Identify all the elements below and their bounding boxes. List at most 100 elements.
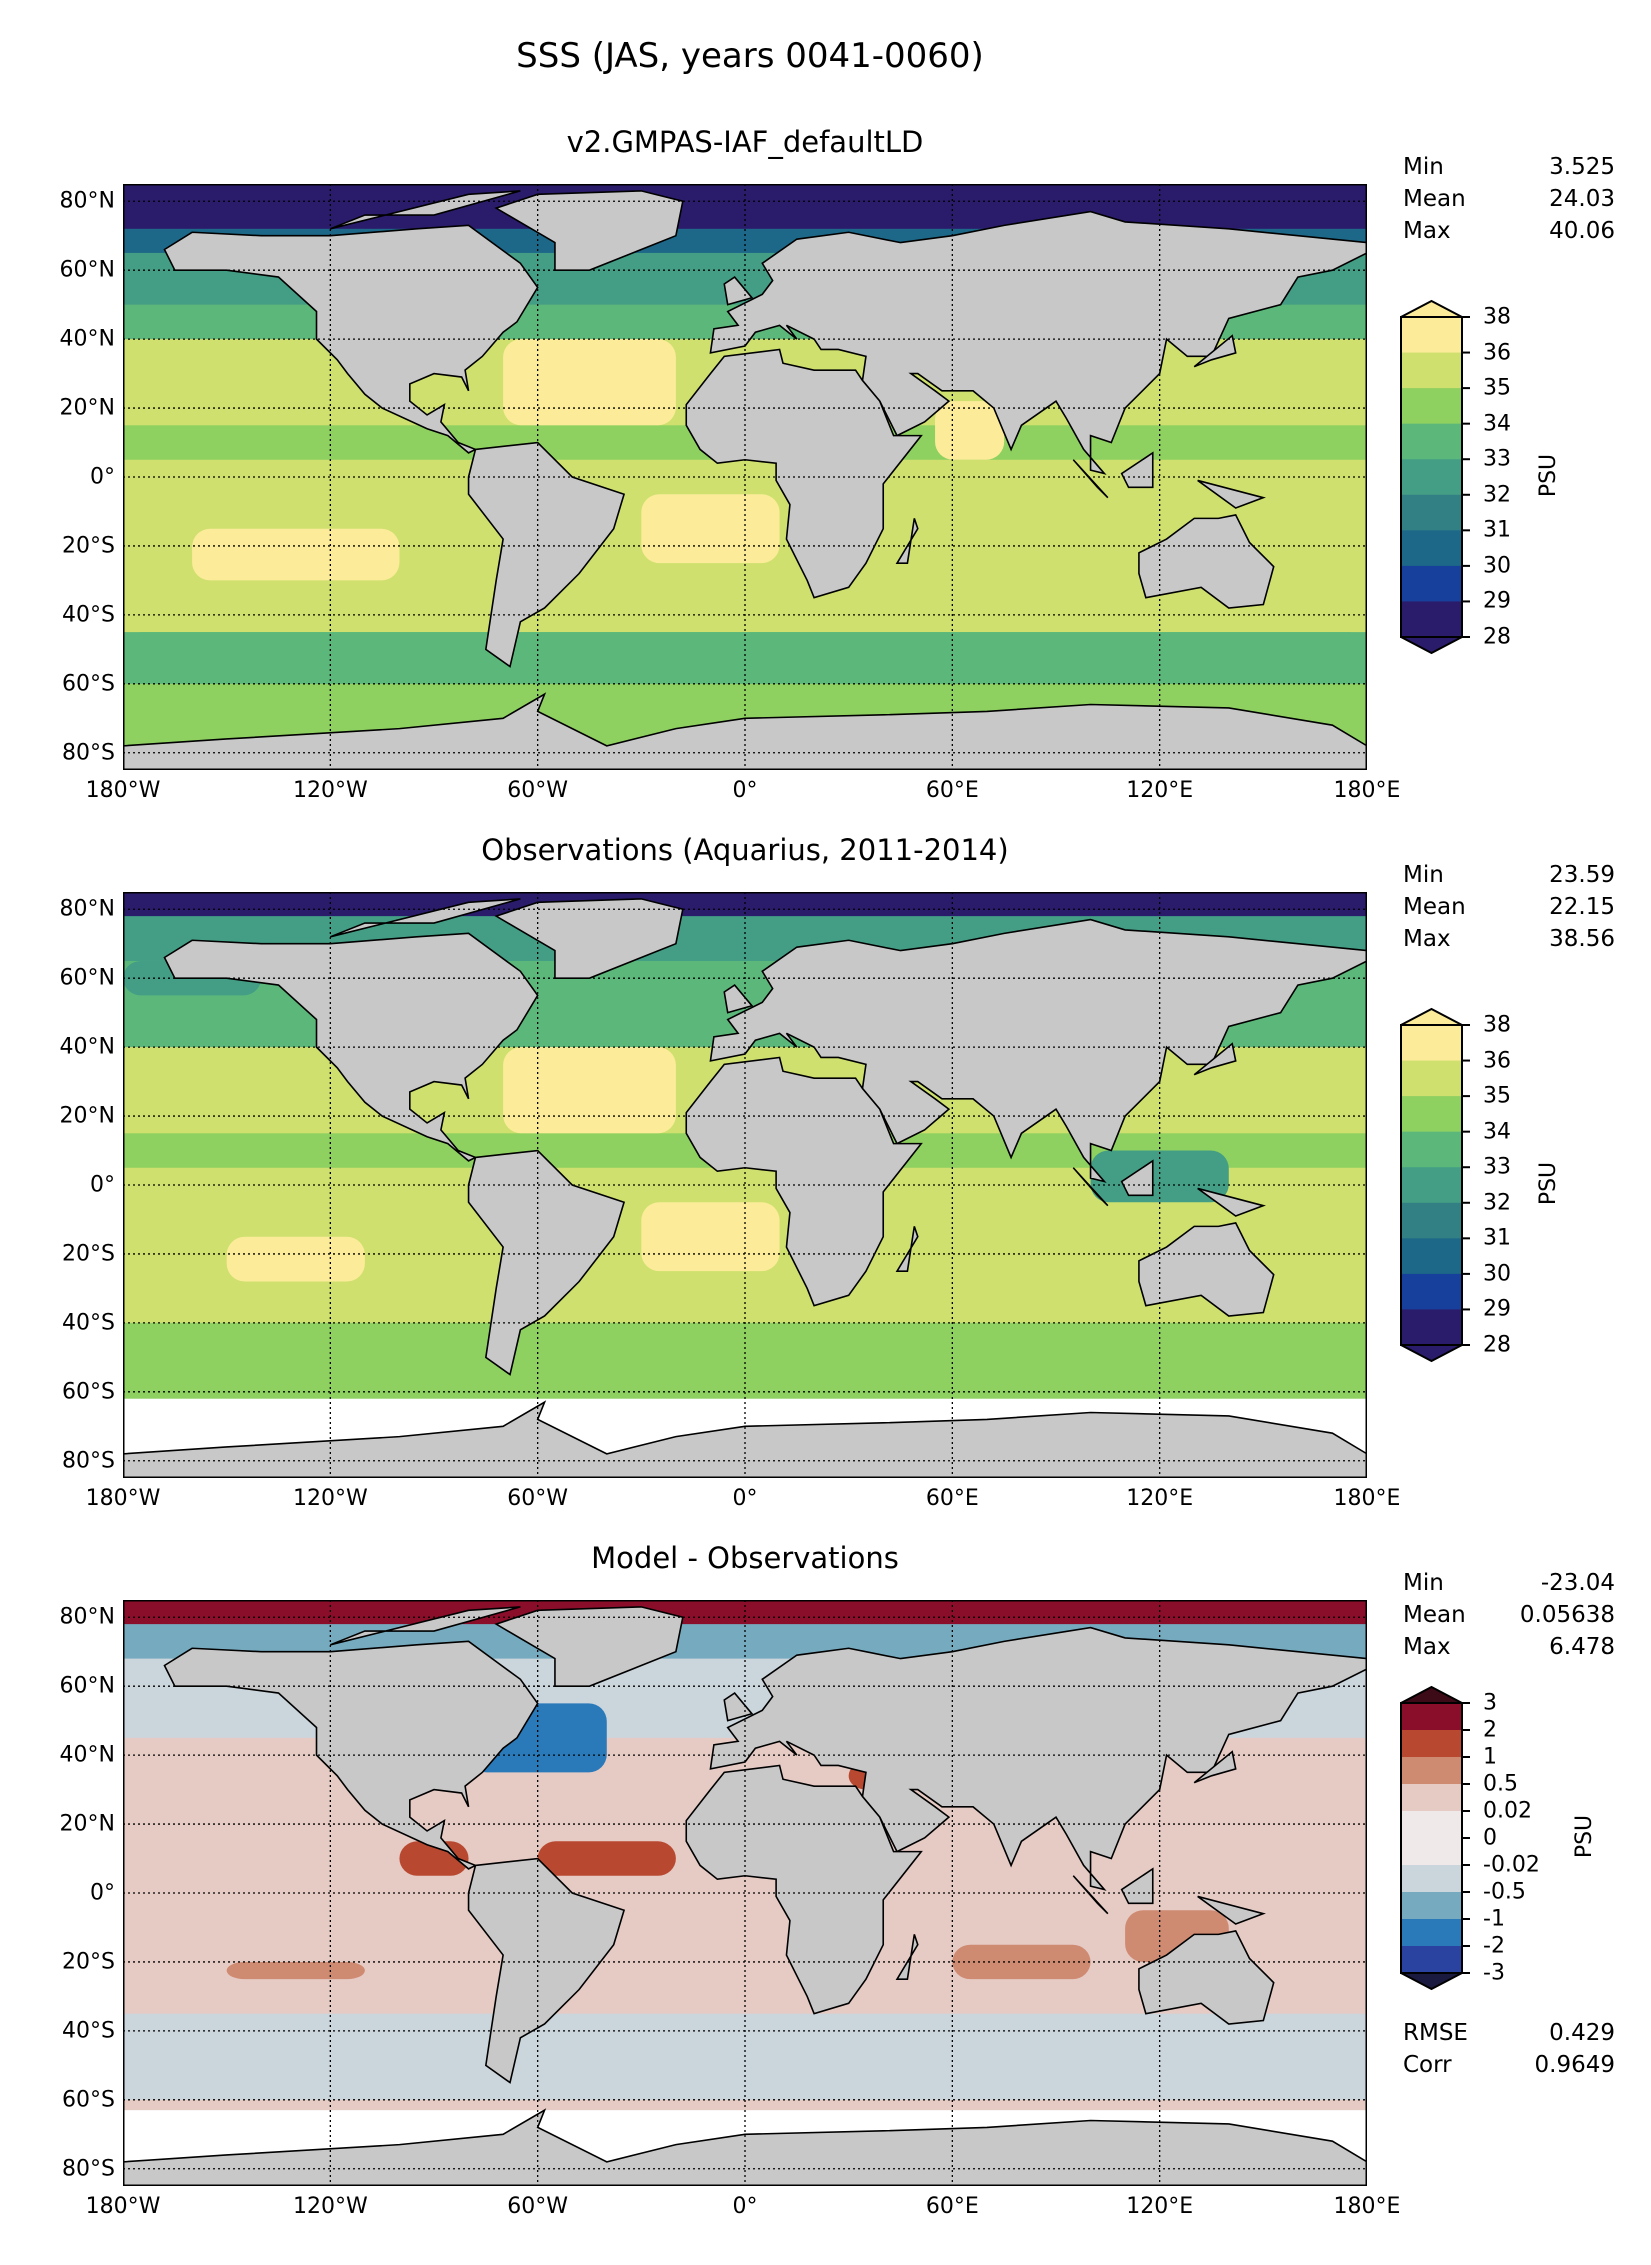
colorbar-segment — [1401, 1730, 1462, 1758]
colorbar-extend-top — [1400, 299, 1463, 318]
colorbar-label: PSU — [1536, 453, 1562, 498]
stat-label: Min — [1403, 1570, 1444, 1596]
colorbar-tick-label: 33 — [1483, 1154, 1511, 1180]
lat-tick-label: 80°N — [59, 896, 115, 922]
land-mass — [895, 1226, 919, 1272]
lat-tick-label: 0° — [90, 1880, 115, 1906]
lon-tick-label: 120°E — [1126, 1486, 1194, 1511]
land-mass — [1072, 1875, 1109, 1915]
land-mass — [1138, 1222, 1275, 1317]
lon-tick-label: 120°W — [292, 1486, 368, 1511]
colorbar-extend-top — [1400, 1007, 1463, 1026]
land-mass — [1197, 479, 1266, 509]
land-mass — [163, 224, 539, 454]
colorbar-tick-label: 31 — [1483, 1225, 1511, 1251]
colorbar-tick-label: 30 — [1483, 1261, 1511, 1287]
ocean-patch — [503, 1047, 676, 1134]
colorbar-tick-label: 29 — [1483, 1296, 1511, 1322]
map-plot — [123, 892, 1367, 1478]
stat-label: Mean — [1403, 186, 1466, 212]
map-frame — [123, 184, 1367, 770]
ocean-patch — [192, 528, 400, 581]
stat-value: 22.15 — [1549, 894, 1615, 920]
land-mass — [1193, 1750, 1237, 1784]
lat-tick-label: 60°S — [62, 671, 115, 697]
land-mass — [723, 1692, 754, 1722]
colorbar-tick-label: -0.02 — [1483, 1852, 1540, 1878]
lon-tick-label: 0° — [732, 1486, 758, 1511]
lon-tick-label: 60°W — [507, 2194, 569, 2219]
land-mass — [494, 1606, 684, 1687]
land-mass — [1120, 1159, 1154, 1197]
lat-tick-label: 40°N — [59, 1034, 115, 1060]
lat-tick-label: 60°N — [59, 965, 115, 991]
colorbar-tick-label: 34 — [1483, 1119, 1511, 1145]
colorbar-tick-label: 38 — [1483, 304, 1511, 330]
colorbar — [1400, 1685, 1470, 1991]
ocean-patch — [123, 632, 1367, 684]
land-mass — [123, 1400, 1367, 1478]
land-mass — [330, 1606, 521, 1646]
colorbar-segment — [1401, 1096, 1462, 1133]
lat-tick-label: 80°S — [62, 2156, 115, 2182]
lat-tick-label: 20°S — [62, 1241, 115, 1267]
land-mass — [1072, 459, 1109, 499]
lat-tick-label: 80°S — [62, 1448, 115, 1474]
lon-tick-label: 120°E — [1126, 2194, 1194, 2219]
ocean-patch — [952, 1944, 1091, 1980]
land-mass — [1193, 1042, 1237, 1076]
colorbar-extend-bottom — [1400, 1344, 1463, 1363]
colorbar-segment — [1401, 1060, 1462, 1097]
colorbar-segment — [1401, 1167, 1462, 1204]
land-mass — [123, 2108, 1367, 2186]
colorbar-segment — [1401, 530, 1462, 567]
colorbar-tick-label: 30 — [1483, 553, 1511, 579]
colorbar-frame — [1400, 316, 1463, 638]
stat-value: 40.06 — [1549, 218, 1615, 244]
stat-value: 0.429 — [1549, 2020, 1615, 2046]
colorbar-segment — [1401, 1865, 1462, 1893]
land-mass — [1120, 451, 1154, 489]
lon-tick-label: 180°W — [85, 1486, 161, 1511]
ocean-patch — [641, 1202, 780, 1272]
stat-label: Mean — [1403, 894, 1466, 920]
colorbar-segment — [1401, 1757, 1462, 1785]
land-mass — [330, 190, 521, 230]
land-mass — [1072, 1167, 1109, 1207]
colorbar-tick-label: 32 — [1483, 482, 1511, 508]
colorbar-tick-label: 28 — [1483, 1332, 1511, 1358]
colorbar-segment — [1401, 388, 1462, 425]
land-mass — [685, 348, 923, 599]
colorbar-tick-label: 32 — [1483, 1190, 1511, 1216]
colorbar-tick-label: 31 — [1483, 517, 1511, 543]
land-mass — [1197, 1895, 1266, 1925]
lat-tick-label: 40°S — [62, 1310, 115, 1336]
lon-tick-label: 180°W — [85, 2194, 161, 2219]
colorbar-tick-label: 0 — [1483, 1825, 1497, 1851]
land-mass — [467, 1857, 626, 2084]
ocean-patch — [226, 1236, 365, 1282]
lon-tick-label: 60°E — [925, 2194, 979, 2219]
colorbar-frame — [1400, 1024, 1463, 1346]
land-mass — [1193, 334, 1237, 368]
colorbar — [1400, 299, 1470, 655]
land-mass — [123, 692, 1367, 770]
stat-value: 24.03 — [1549, 186, 1615, 212]
panel-title: Model - Observations — [591, 1541, 899, 1575]
land-mass — [494, 898, 684, 979]
colorbar-label: PSU — [1536, 1161, 1562, 1206]
colorbar — [1400, 1007, 1470, 1363]
map-frame — [123, 892, 1367, 1478]
map-frame — [123, 1600, 1367, 2186]
colorbar-tick-label: -2 — [1483, 1933, 1505, 1959]
colorbar-segment — [1401, 1784, 1462, 1812]
colorbar-tick-label: 33 — [1483, 446, 1511, 472]
stat-label: RMSE — [1403, 2020, 1468, 2046]
land-mass — [723, 984, 754, 1014]
panel-title: Observations (Aquarius, 2011-2014) — [481, 833, 1009, 867]
colorbar-segment — [1401, 1811, 1462, 1839]
colorbar-segment — [1401, 423, 1462, 460]
land-mass — [1197, 1187, 1266, 1217]
lat-tick-label: 40°N — [59, 1742, 115, 1768]
lon-tick-label: 60°E — [925, 778, 979, 803]
